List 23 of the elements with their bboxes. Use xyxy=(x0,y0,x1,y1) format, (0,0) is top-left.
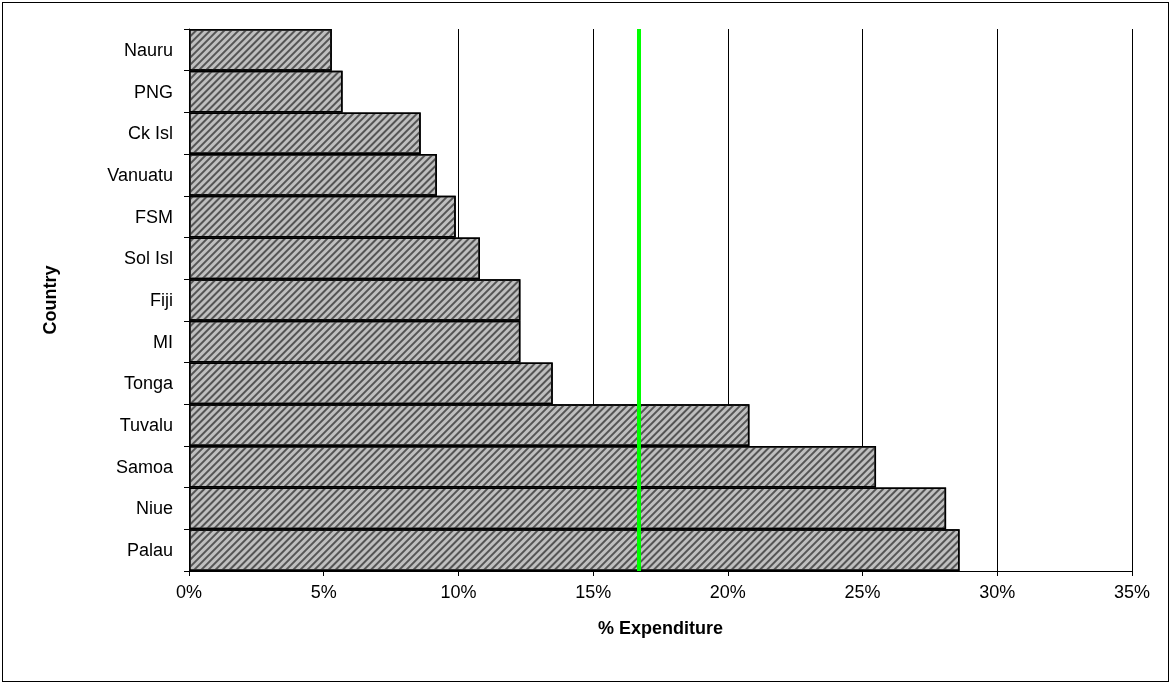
y-tick-label: Samoa xyxy=(115,456,174,477)
x-tick-label: 35% xyxy=(1113,582,1151,602)
y-axis-title: Country xyxy=(40,265,60,335)
x-tick-label: 15% xyxy=(575,582,612,602)
y-tick-label: Niue xyxy=(135,498,173,519)
x-tick-label: 25% xyxy=(844,582,881,602)
y-tick-label: Fiji xyxy=(150,290,173,310)
y-tick-label: FSM xyxy=(135,206,173,227)
y-tick-label: Tuvalu xyxy=(119,415,173,436)
y-tick-label: Ck Isl xyxy=(128,123,173,144)
y-tick-label: MI xyxy=(153,331,173,352)
x-tick-label: 20% xyxy=(709,582,746,602)
y-tick-label: PNG xyxy=(133,81,173,102)
x-tick-label: 0% xyxy=(175,582,203,602)
y-tick-label: Palau xyxy=(126,540,173,561)
y-tick-label: Nauru xyxy=(123,39,173,60)
x-tick-label: 30% xyxy=(979,582,1016,602)
y-tick-label: Vanuatu xyxy=(107,164,173,185)
x-tick-label: 10% xyxy=(440,582,477,602)
y-tick-label: Sol Isl xyxy=(123,248,173,269)
x-axis-title: % Expenditure xyxy=(597,618,724,638)
x-tick-label: 5% xyxy=(310,582,337,602)
y-tick-label: Tonga xyxy=(123,373,174,394)
